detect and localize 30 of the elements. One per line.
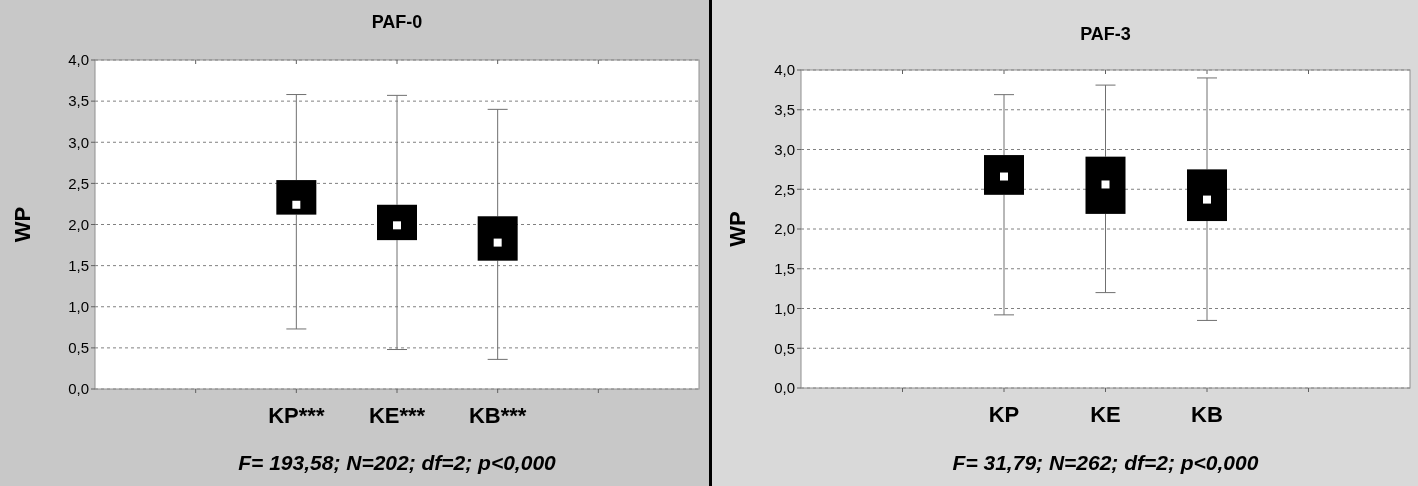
x-tick-label: KE <box>1090 402 1121 427</box>
y-tick-label: 2,5 <box>68 174 89 192</box>
y-tick-label: 3,5 <box>774 101 795 118</box>
chart-title: PAF-0 <box>371 12 423 32</box>
y-tick-label: 2,0 <box>68 215 89 233</box>
y-tick-label: 0,0 <box>774 379 795 397</box>
x-tick-label: KB*** <box>468 403 527 428</box>
chart-title: PAF-3 <box>1080 24 1131 44</box>
x-tick-label: KB <box>1191 402 1223 427</box>
y-tick-label: 0,0 <box>68 380 89 398</box>
y-tick-label: 0,5 <box>774 339 795 357</box>
text: F= 193,58; N=202; df=2; p<0,000 <box>238 451 557 474</box>
x-tick-label: KE*** <box>368 403 426 428</box>
y-tick-label: 3,0 <box>68 133 89 151</box>
text: F= 31,79; N=262; df=2; p<0,000 <box>952 451 1259 474</box>
y-tick-label: 3,0 <box>774 140 795 158</box>
y-tick-label: 2,0 <box>774 220 795 238</box>
y-axis-title: WP <box>10 206 35 243</box>
y-tick-label: 1,5 <box>68 256 89 274</box>
x-tick-label: KP*** <box>268 403 325 428</box>
y-tick-label: 1,5 <box>774 260 795 277</box>
y-tick-label: 0,5 <box>68 339 89 357</box>
x-tick-label: KP <box>988 402 1020 427</box>
y-tick-label: 4,0 <box>774 61 795 79</box>
y-tick-label: 3,5 <box>68 92 89 110</box>
y-tick-label: 1,0 <box>774 299 795 317</box>
y-tick-label: 2,5 <box>774 180 795 198</box>
y-tick-label: 4,0 <box>68 51 89 69</box>
y-axis-title: WP <box>725 211 750 247</box>
y-tick-label: 1,0 <box>68 298 89 315</box>
